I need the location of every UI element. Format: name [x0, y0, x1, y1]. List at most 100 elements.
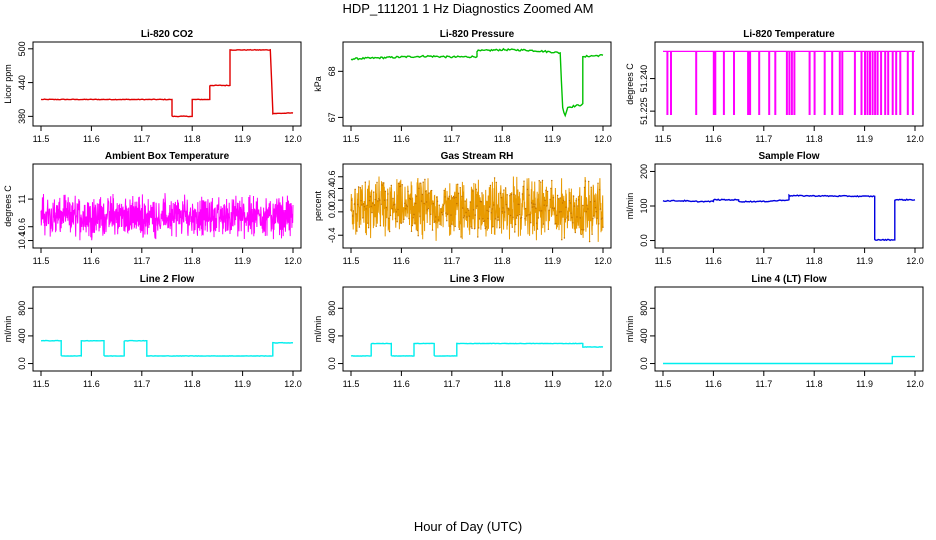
- x-tick-label: 11.6: [705, 256, 722, 266]
- y-tick-label: 380: [17, 109, 27, 124]
- data-point: [424, 178, 426, 181]
- data-point: [427, 207, 429, 210]
- chart-panel: Li-820 Temperature 11.5 11.6 11.7 11.8 11.9 12…: [625, 29, 924, 144]
- data-point: [463, 215, 466, 217]
- data-point: [551, 207, 554, 209]
- data-point: [480, 201, 482, 203]
- y-axis-label: degrees C: [3, 185, 13, 227]
- data-point: [397, 208, 399, 211]
- data-point: [523, 180, 525, 182]
- data-point: [543, 204, 545, 206]
- data-point: [585, 211, 587, 213]
- y-tick-label: 51.225: [639, 97, 649, 125]
- x-tick-label: 11.6: [393, 379, 410, 389]
- data-point: [430, 213, 432, 215]
- data-point: [515, 217, 518, 219]
- x-tick-label: 11.5: [33, 379, 50, 389]
- x-tick-label: 11.8: [806, 379, 823, 389]
- data-point: [509, 195, 511, 197]
- data-point: [590, 186, 592, 188]
- data-point: [593, 215, 595, 217]
- data-point: [452, 195, 455, 198]
- data-point: [364, 181, 366, 183]
- data-point: [556, 214, 558, 216]
- data-point: [535, 222, 538, 224]
- data-point: [493, 204, 495, 206]
- data-point: [496, 219, 498, 221]
- data-layer: [662, 193, 916, 242]
- data-point: [512, 216, 514, 218]
- x-tick-label: 12.0: [906, 256, 924, 266]
- chart-title: Sample Flow: [758, 151, 819, 162]
- data-point: [476, 205, 478, 207]
- data-point: [391, 208, 393, 210]
- data-point: [593, 200, 596, 202]
- x-tick-label: 12.0: [284, 379, 302, 389]
- data-point: [584, 180, 587, 182]
- x-tick-label: 12.0: [284, 134, 302, 144]
- data-point: [361, 204, 363, 206]
- data-point: [499, 226, 501, 229]
- data-point: [388, 217, 390, 219]
- y-tick-label: 67: [327, 112, 337, 122]
- series-line: [40, 339, 294, 357]
- y-axis-label: kPa: [313, 76, 323, 92]
- data-point: [557, 198, 560, 200]
- y-axis-label: degrees C: [625, 63, 635, 105]
- x-tick-label: 11.9: [856, 379, 873, 389]
- data-point: [548, 209, 550, 211]
- y-tick-label: 11: [17, 194, 27, 203]
- x-tick-label: 11.5: [33, 134, 50, 144]
- data-point: [562, 202, 564, 204]
- data-point: [394, 218, 397, 220]
- chart-panel: Ambient Box Temperature 11.5 11.6 11.7 11.8 1…: [3, 151, 302, 266]
- x-tick-label: 11.7: [755, 256, 772, 266]
- y-tick-label: 0.0: [327, 206, 337, 219]
- data-point: [412, 217, 414, 219]
- data-point: [409, 198, 412, 200]
- x-tick-label: 11.7: [755, 379, 772, 389]
- data-point: [419, 215, 421, 217]
- y-tick-label: 200: [639, 164, 649, 179]
- x-tick-label: 11.7: [133, 379, 150, 389]
- data-point: [437, 219, 440, 221]
- x-tick-label: 11.9: [856, 256, 873, 266]
- data-point: [381, 184, 383, 186]
- data-point: [434, 220, 436, 222]
- data-point: [577, 199, 580, 201]
- data-point: [475, 188, 477, 190]
- data-point: [356, 230, 358, 232]
- plot-frame: [32, 41, 302, 127]
- data-point: [526, 188, 529, 191]
- data-point: [511, 226, 513, 228]
- data-point: [572, 195, 575, 197]
- data-point: [546, 190, 549, 193]
- data-point: [486, 209, 488, 212]
- data-point: [367, 227, 370, 229]
- plot-frame: [32, 286, 302, 372]
- data-point: [458, 228, 461, 230]
- data-point: [360, 200, 362, 202]
- data-point: [369, 196, 371, 198]
- data-point: [578, 195, 581, 197]
- data-point: [586, 204, 588, 206]
- data-point: [587, 208, 589, 210]
- data-point: [588, 240, 591, 243]
- data-point: [504, 187, 507, 189]
- data-point: [405, 204, 408, 206]
- chart-panel: Line 3 Flow 11.5 11.6 11.7 11.8 11.9 12.0 0.0 40…: [313, 274, 612, 389]
- data-point: [588, 180, 590, 183]
- data-layer: [40, 48, 294, 118]
- x-tick-label: 11.5: [655, 379, 672, 389]
- x-tick-label: 11.8: [184, 379, 201, 389]
- chart-title: Gas Stream RH: [441, 151, 514, 162]
- plot-frame: [32, 163, 302, 249]
- y-tick-label: 0.6: [327, 171, 337, 184]
- y-tick-label: 500: [17, 41, 27, 56]
- y-tick-label: 0.4: [327, 182, 337, 195]
- chart-title: Ambient Box Temperature: [105, 151, 230, 162]
- data-point: [362, 203, 365, 205]
- y-tick-label: 68: [327, 66, 337, 76]
- data-point: [352, 210, 355, 212]
- data-point: [594, 207, 597, 209]
